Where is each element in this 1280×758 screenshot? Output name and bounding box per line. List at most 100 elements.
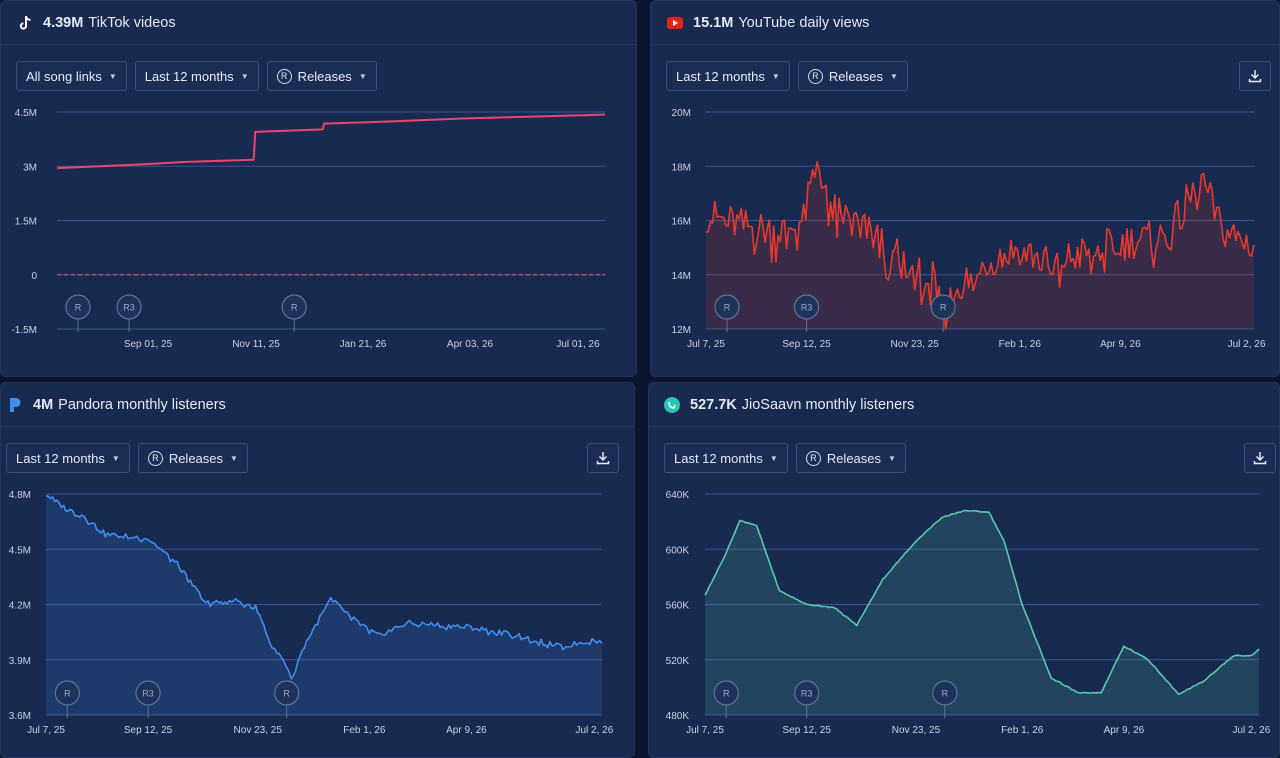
releases-label: Releases	[826, 450, 882, 466]
period-dropdown[interactable]: Last 12 months ▼	[664, 443, 788, 473]
download-button[interactable]	[587, 443, 619, 473]
y-tick-label: 480K	[666, 711, 690, 722]
y-tick-label: 4.5M	[15, 108, 37, 119]
y-tick-label: 4.2M	[9, 601, 31, 612]
chevron-down-icon: ▼	[769, 453, 778, 463]
release-marker	[116, 294, 142, 320]
releases-dropdown[interactable]: R Releases ▼	[795, 443, 906, 473]
series-line	[56, 113, 606, 170]
x-tick-label: Sep 12, 25	[782, 339, 831, 350]
x-tick-label: Sep 12, 25	[783, 725, 832, 736]
release-marker-label: R3	[801, 689, 813, 699]
release-marker-label: R	[942, 689, 949, 699]
release-marker	[930, 294, 956, 320]
release-marker	[54, 680, 80, 706]
youtube-icon	[667, 15, 683, 31]
x-tick-label: Jul 2, 26	[575, 725, 613, 736]
jiosaavn-chart: 640K 600K 560K 520K 480K Jul 7, 25 Sep 12, 25 N…	[666, 490, 1271, 736]
youtube-chart: 20M 18M 16M 14M 12M Jul 7, 25 Sep 12, 25 Nov 23…	[672, 108, 1266, 350]
y-tick-label: -1.5M	[11, 325, 37, 336]
releases-dropdown[interactable]: R Releases ▼	[266, 61, 377, 91]
download-button[interactable]	[1244, 443, 1276, 473]
chevron-down-icon: ▼	[111, 453, 120, 463]
release-marker	[65, 294, 91, 320]
tiktok-label: TikTok videos	[88, 14, 176, 31]
release-marker-label: R	[291, 303, 298, 313]
y-tick-label: 4.8M	[9, 490, 31, 501]
x-tick-label: Nov 23, 25	[234, 725, 283, 736]
releases-dropdown[interactable]: R Releases ▼	[797, 61, 908, 91]
x-tick-label: Apr 9, 26	[446, 725, 487, 736]
y-tick-label: 560K	[666, 601, 690, 612]
jiosaavn-label: JioSaavn monthly listeners	[741, 396, 915, 413]
x-tick-label: Nov 23, 25	[891, 339, 940, 350]
release-marker	[281, 294, 307, 320]
releases-dropdown[interactable]: R Releases ▼	[137, 443, 248, 473]
series-area	[706, 161, 1254, 329]
release-marker-label: R	[75, 303, 82, 313]
pandora-chart: 4.8M 4.5M 4.2M 3.9M 3.6M Jul 7, 25 Sep 12, 25 N…	[9, 490, 614, 736]
y-tick-label: 3.6M	[9, 711, 31, 722]
y-tick-label: 1.5M	[15, 217, 37, 228]
releases-icon: R	[147, 450, 163, 466]
y-tick-label: 4.5M	[9, 545, 31, 556]
x-tick-label: Jul 2, 26	[1228, 339, 1266, 350]
pandora-label: Pandora monthly listeners	[58, 396, 226, 413]
release-marker	[135, 680, 161, 706]
jiosaavn-header: 527.7K JioSaavn monthly listeners	[649, 383, 1279, 427]
song-links-label: All song links	[26, 68, 102, 84]
tiktok-metric: 4.39M	[43, 14, 84, 31]
release-marker	[713, 680, 739, 706]
x-tick-label: Apr 03, 26	[447, 339, 494, 350]
period-label: Last 12 months	[674, 450, 763, 466]
y-tick-label: 12M	[672, 325, 691, 336]
x-tick-label: Feb 1, 26	[1001, 725, 1044, 736]
series-line	[704, 509, 1260, 696]
chevron-down-icon: ▼	[230, 453, 238, 463]
x-tick-label: Jan 21, 26	[340, 339, 387, 350]
y-tick-label: 520K	[666, 656, 690, 667]
youtube-controls: Last 12 months ▼ R Releases ▼	[666, 61, 908, 91]
x-tick-label: Nov 11, 25	[232, 339, 280, 350]
tiktok-controls: All song links ▼ Last 12 months ▼ R Release…	[16, 61, 377, 91]
youtube-metric: 15.1M	[693, 14, 734, 31]
releases-icon: R	[805, 450, 821, 466]
releases-label: Releases	[297, 68, 352, 84]
period-dropdown[interactable]: Last 12 months ▼	[666, 61, 790, 91]
period-dropdown[interactable]: Last 12 months ▼	[6, 443, 130, 473]
tiktok-icon	[17, 15, 33, 31]
download-icon	[596, 452, 610, 465]
chevron-down-icon: ▼	[771, 71, 780, 81]
x-tick-label: Sep 01, 25	[124, 339, 173, 350]
period-label: Last 12 months	[144, 68, 234, 84]
release-marker-label: R3	[142, 689, 154, 699]
release-marker	[714, 294, 740, 320]
y-tick-label: 14M	[672, 271, 691, 282]
period-dropdown[interactable]: Last 12 months ▼	[134, 61, 259, 91]
jiosaavn-icon	[664, 396, 680, 413]
chevron-down-icon: ▼	[108, 71, 117, 81]
pandora-icon	[7, 397, 23, 413]
release-marker	[274, 680, 300, 706]
y-tick-label: 3.9M	[9, 656, 31, 667]
tiktok-chart: 4.5M 3M 1.5M 0 -1.5M Sep 01, 25 Nov 11, 25 Jan …	[11, 108, 606, 350]
youtube-label: YouTube daily views	[738, 14, 870, 31]
releases-icon: R	[807, 68, 823, 84]
series-area	[705, 510, 1259, 715]
y-tick-label: 3M	[23, 162, 37, 173]
x-tick-label: Feb 1, 26	[999, 339, 1042, 350]
chevron-down-icon: ▼	[358, 71, 367, 81]
chevron-down-icon: ▼	[890, 71, 898, 81]
pandora-header: 4M Pandora monthly listeners	[1, 383, 634, 427]
download-button[interactable]	[1239, 61, 1271, 91]
youtube-header: 15.1M YouTube daily views	[651, 1, 1279, 45]
releases-icon: R	[276, 68, 292, 84]
release-marker-label: R3	[801, 303, 813, 313]
series-area	[46, 496, 602, 715]
y-tick-label: 16M	[672, 217, 691, 228]
song-links-dropdown[interactable]: All song links ▼	[16, 61, 127, 91]
tiktok-panel: 4.39M TikTok videos All song links ▼ Last…	[0, 0, 637, 377]
x-tick-label: Apr 9, 26	[1104, 725, 1145, 736]
release-marker	[932, 680, 958, 706]
pandora-panel: 4M Pandora monthly listeners Last 12 mon…	[0, 382, 635, 758]
